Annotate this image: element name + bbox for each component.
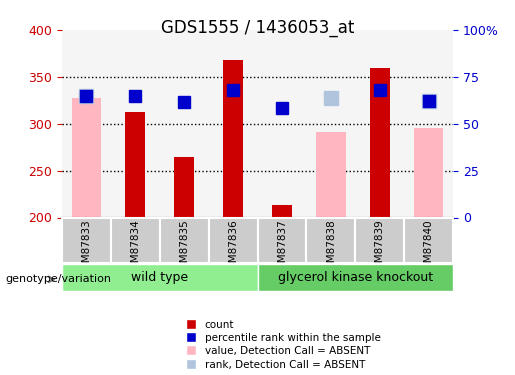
Bar — [272, 206, 291, 218]
Bar — [404, 30, 453, 217]
Legend: count, percentile rank within the sample, value, Detection Call = ABSENT, rank, : count, percentile rank within the sample… — [186, 320, 381, 370]
Bar — [223, 60, 243, 217]
Text: GSM87836: GSM87836 — [228, 220, 238, 276]
FancyBboxPatch shape — [111, 217, 160, 262]
Bar — [414, 128, 443, 218]
Text: GSM87840: GSM87840 — [424, 220, 434, 276]
Text: GSM87837: GSM87837 — [277, 220, 287, 276]
Bar — [355, 30, 404, 217]
Text: GSM87839: GSM87839 — [375, 220, 385, 276]
FancyBboxPatch shape — [306, 217, 355, 262]
FancyBboxPatch shape — [62, 264, 258, 291]
FancyBboxPatch shape — [355, 217, 404, 262]
FancyBboxPatch shape — [209, 217, 258, 262]
Text: GSM87838: GSM87838 — [326, 220, 336, 276]
Text: genotype/variation: genotype/variation — [5, 274, 111, 284]
Bar — [72, 99, 101, 218]
Bar — [111, 30, 160, 217]
Text: GSM87835: GSM87835 — [179, 220, 189, 276]
Bar — [316, 132, 346, 218]
Bar — [209, 30, 258, 217]
FancyBboxPatch shape — [258, 217, 306, 262]
Bar — [125, 112, 145, 218]
FancyBboxPatch shape — [160, 217, 209, 262]
Text: GSM87834: GSM87834 — [130, 220, 140, 276]
Bar — [62, 30, 111, 217]
Bar — [306, 30, 355, 217]
Text: GDS1555 / 1436053_at: GDS1555 / 1436053_at — [161, 19, 354, 37]
Text: glycerol kinase knockout: glycerol kinase knockout — [278, 271, 433, 284]
Bar — [160, 30, 209, 217]
Bar — [174, 157, 194, 218]
Text: wild type: wild type — [131, 271, 188, 284]
Bar — [258, 30, 306, 217]
Bar — [370, 68, 389, 218]
FancyBboxPatch shape — [258, 264, 453, 291]
Text: GSM87833: GSM87833 — [81, 220, 91, 276]
FancyBboxPatch shape — [62, 217, 111, 262]
FancyBboxPatch shape — [404, 217, 453, 262]
